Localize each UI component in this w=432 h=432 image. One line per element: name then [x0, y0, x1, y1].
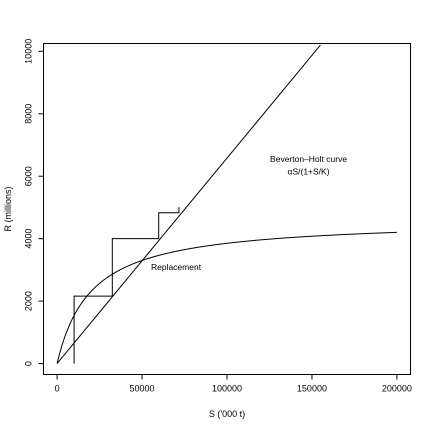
- series-layer: [56, 44, 397, 364]
- y-tick-label: 10000: [24, 39, 34, 64]
- plot-frame: [43, 43, 411, 375]
- annotation-label: αS/(1+S/K): [288, 167, 330, 177]
- x-tick-label: 100000: [212, 384, 242, 394]
- annotation-label: Beverton–Holt curve: [270, 154, 347, 164]
- x-axis-title: S ('000 t): [209, 409, 245, 419]
- beverton-holt-curve: [56, 231, 397, 364]
- y-tick-label: 0: [24, 361, 34, 366]
- y-axis: 0 2000 4000 6000 8000 10000: [24, 39, 44, 366]
- y-tick-label: 8000: [24, 104, 34, 124]
- y-tick-label: 2000: [24, 291, 34, 311]
- y-tick-label: 4000: [24, 229, 34, 249]
- x-tick-label: 50000: [130, 384, 155, 394]
- annotation-label: Replacement: [151, 262, 202, 272]
- x-tick-label: 150000: [297, 384, 327, 394]
- x-tick-label: 0: [55, 384, 60, 394]
- x-axis: 0 50000 100000 150000 200000: [55, 374, 412, 394]
- y-axis-title: R (millions): [3, 186, 13, 231]
- y-tick-label: 6000: [24, 166, 34, 186]
- x-tick-label: 200000: [382, 384, 412, 394]
- replacement-line: [56, 44, 321, 364]
- cobweb-staircase: [73, 207, 180, 364]
- annotations: Beverton–Holt curve αS/(1+S/K) Replacement: [151, 154, 347, 272]
